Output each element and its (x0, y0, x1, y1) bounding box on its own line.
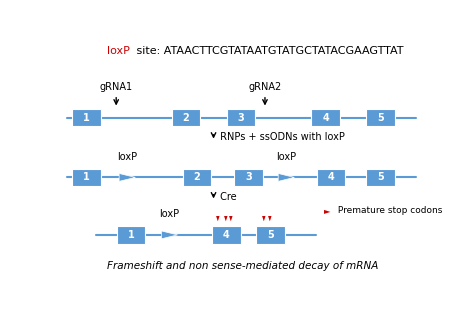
Text: 4: 4 (322, 113, 329, 123)
Text: 4: 4 (328, 172, 335, 183)
FancyBboxPatch shape (172, 109, 201, 126)
Text: 1: 1 (83, 113, 90, 123)
Text: ►: ► (221, 215, 228, 220)
Text: gRNA2: gRNA2 (248, 82, 282, 92)
FancyBboxPatch shape (73, 169, 101, 186)
FancyBboxPatch shape (117, 226, 145, 244)
FancyBboxPatch shape (256, 226, 285, 244)
Text: loxP: loxP (159, 209, 180, 219)
FancyBboxPatch shape (366, 109, 395, 126)
Polygon shape (278, 174, 294, 181)
Text: loxP: loxP (276, 152, 296, 162)
Text: RNPs + ssODNs with loxP: RNPs + ssODNs with loxP (217, 132, 345, 142)
Text: 2: 2 (194, 172, 201, 183)
Text: loxP: loxP (117, 152, 137, 162)
FancyBboxPatch shape (212, 226, 241, 244)
Text: Premature stop codons: Premature stop codons (335, 207, 442, 216)
Text: 1: 1 (83, 172, 90, 183)
FancyBboxPatch shape (366, 169, 395, 186)
Text: ►: ► (324, 207, 330, 216)
Text: 5: 5 (377, 172, 384, 183)
Text: ►: ► (227, 215, 233, 220)
FancyBboxPatch shape (182, 169, 211, 186)
Text: ►: ► (265, 215, 272, 220)
FancyBboxPatch shape (234, 169, 263, 186)
Text: 4: 4 (223, 230, 230, 240)
Polygon shape (161, 231, 178, 239)
Polygon shape (119, 174, 135, 181)
FancyBboxPatch shape (311, 109, 340, 126)
Text: Frameshift and non sense-mediated decay of mRNA: Frameshift and non sense-mediated decay … (107, 261, 379, 271)
Text: 3: 3 (238, 113, 245, 123)
FancyBboxPatch shape (317, 169, 346, 186)
Text: 2: 2 (182, 113, 189, 123)
Text: ►: ► (214, 215, 220, 220)
Text: 5: 5 (267, 230, 274, 240)
FancyBboxPatch shape (227, 109, 255, 126)
Text: 3: 3 (245, 172, 252, 183)
Text: 1: 1 (128, 230, 134, 240)
Text: ►: ► (260, 215, 266, 220)
Text: Cre: Cre (217, 192, 237, 202)
Text: gRNA1: gRNA1 (100, 82, 133, 92)
Text: site: ATAACTTCGTATAATGTATGCTATACGAAGTTAT: site: ATAACTTCGTATAATGTATGCTATACGAAGTTAT (134, 46, 404, 56)
Text: 5: 5 (377, 113, 384, 123)
Text: loxP: loxP (107, 46, 130, 56)
FancyBboxPatch shape (73, 109, 101, 126)
